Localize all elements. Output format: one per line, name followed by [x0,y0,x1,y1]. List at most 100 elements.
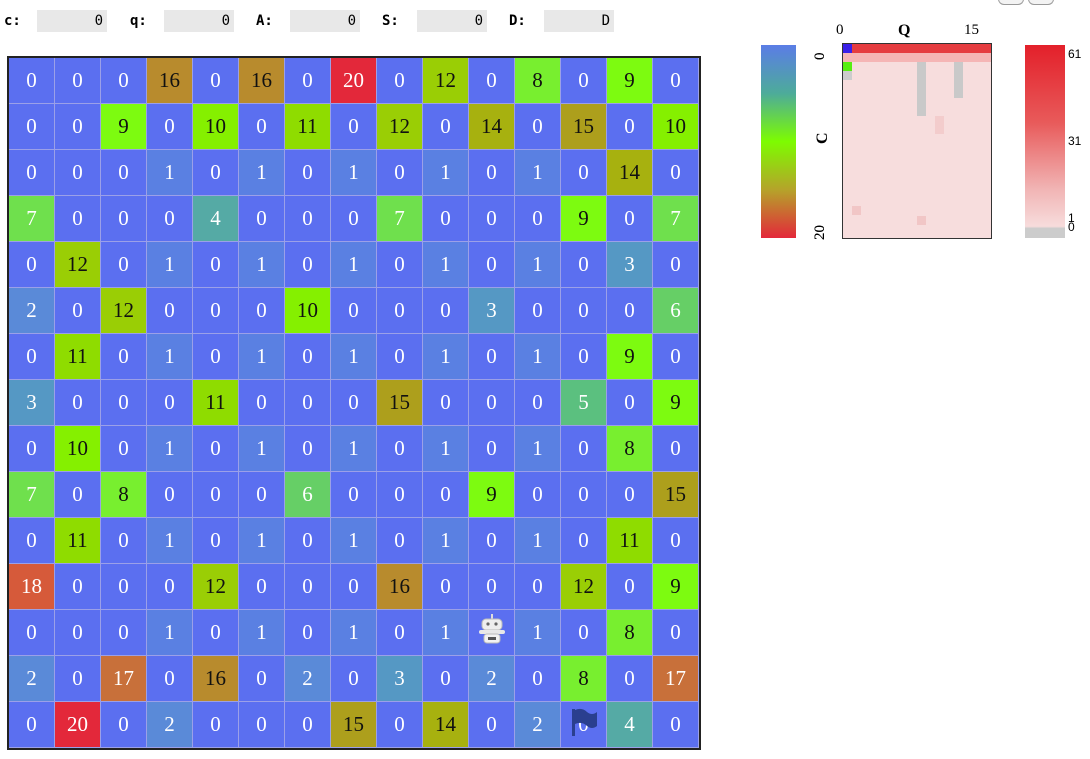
cell-value: 0 [348,666,359,690]
cell-value: 0 [670,620,681,644]
board-cell: 0 [285,58,331,104]
board-cell: 11 [55,518,101,564]
cell-value: 14 [619,160,640,184]
cell-value: 1 [256,344,267,368]
cell-value: 1 [440,252,451,276]
cell-value: 0 [348,574,359,598]
board-cell: 0 [331,472,377,518]
cell-value: 0 [348,298,359,322]
cell-value: 0 [302,436,313,460]
cell-value: 11 [619,528,640,552]
cell-value: 0 [486,68,497,92]
cell-value: 0 [440,114,451,138]
cell-value: 0 [26,712,37,736]
stat-q-label: q: [130,13,147,29]
board-cell: 1 [239,610,285,656]
board-cell: 0 [561,702,607,748]
board-cell: 1 [331,426,377,472]
heatmap-gray-column-1 [917,62,926,116]
cell-value: 0 [26,68,37,92]
board-cell: 0 [193,242,239,288]
board-cell: 0 [193,334,239,380]
cell-value: 0 [486,712,497,736]
cell-value: 8 [624,436,635,460]
cell-value: 0 [256,206,267,230]
board-cell: 16 [147,58,193,104]
cell-value: 0 [578,482,589,506]
board-cell: 0 [9,334,55,380]
board-cell: 0 [193,150,239,196]
board-cell: 0 [561,58,607,104]
board-cell: 0 [561,150,607,196]
cell-value: 9 [118,114,129,138]
board-cell: 3 [469,288,515,334]
board-cell: 0 [561,472,607,518]
robot-icon [478,613,505,652]
cell-value: 1 [348,620,359,644]
board-cell: 0 [331,380,377,426]
corner-button-left[interactable] [998,0,1024,5]
board-cell: 0 [239,702,285,748]
cell-value: 0 [394,712,405,736]
board-cell: 14 [423,702,469,748]
cell-value: 2 [302,666,313,690]
cell-value: 0 [394,160,405,184]
board-cell: 2 [9,288,55,334]
cell-value: 0 [26,114,37,138]
cell-value: 8 [532,68,543,92]
board-cell: 1 [515,150,561,196]
cell-value: 0 [210,620,221,644]
board-cell: 12 [193,564,239,610]
board-cell: 0 [55,196,101,242]
cell-value: 0 [670,252,681,276]
cell-value: 0 [486,574,497,598]
board-cell: 0 [239,380,285,426]
cell-value: 12 [205,574,226,598]
cell-value: 0 [624,390,635,414]
cell-value: 0 [118,206,129,230]
cell-value: 14 [435,712,456,736]
cell-value: 7 [26,482,37,506]
board-cell: 1 [239,150,285,196]
board-cell: 0 [515,472,561,518]
board-cell: 0 [193,58,239,104]
cell-value: 0 [72,574,83,598]
cell-value: 1 [256,620,267,644]
board-cell: 0 [101,196,147,242]
cell-value: 0 [256,298,267,322]
cell-value: 0 [440,206,451,230]
cell-value: 18 [21,574,42,598]
cell-value: 4 [624,712,635,736]
cell-value: 1 [532,620,543,644]
cell-value: 0 [532,574,543,598]
board-cell: 0 [377,150,423,196]
cell-value: 0 [72,390,83,414]
board-cell: 0 [101,610,147,656]
cell-value: 0 [348,482,359,506]
cell-value: 1 [532,528,543,552]
corner-button-right[interactable] [1028,0,1054,5]
q-value-heatmap [842,43,992,239]
board-cell: 0 [377,242,423,288]
board-cell: 1 [331,610,377,656]
board-cell: 12 [377,104,423,150]
board-cell: 0 [423,196,469,242]
cell-value: 0 [302,620,313,644]
cell-value: 0 [532,298,543,322]
board-cell: 0 [239,564,285,610]
cell-value: 7 [670,206,681,230]
cell-value: 0 [670,68,681,92]
board-cell: 0 [423,104,469,150]
board-cell: 0 [285,702,331,748]
board-cell: 0 [653,702,699,748]
board-cell: 1 [331,242,377,288]
board-cell: 14 [607,150,653,196]
cell-value: 0 [440,482,451,506]
board-cell: 0 [377,58,423,104]
board-cell: 0 [9,242,55,288]
board-cell: 0 [9,610,55,656]
cell-value: 12 [67,252,88,276]
board-cell: 15 [653,472,699,518]
cell-value: 15 [573,114,594,138]
cell-value: 0 [118,620,129,644]
